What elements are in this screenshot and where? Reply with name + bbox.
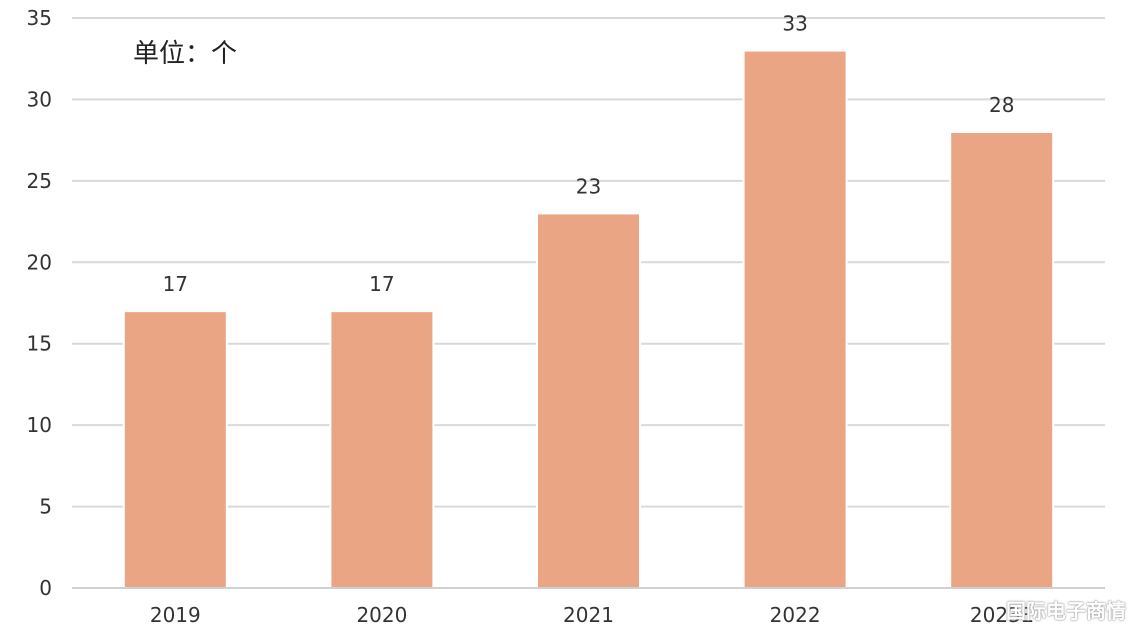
data-label: 17 — [369, 272, 394, 296]
data-label: 17 — [163, 272, 188, 296]
data-label: 23 — [576, 174, 601, 198]
bar-2019 — [122, 310, 228, 589]
data-labels: 17 17 23 33 28 — [163, 12, 1015, 297]
x-tick-label: 2019 — [150, 603, 201, 627]
x-tick-label: 2020 — [356, 603, 407, 627]
y-tick-label: 10 — [27, 413, 52, 437]
x-tick-label: 2022 — [770, 603, 821, 627]
y-tick-label: 25 — [27, 169, 52, 193]
data-label: 33 — [782, 12, 807, 36]
bar-2020 — [329, 310, 435, 589]
bar-2021 — [536, 212, 641, 590]
y-tick-label: 5 — [39, 495, 52, 519]
bar-2023E — [949, 131, 1055, 589]
y-tick-label: 20 — [27, 250, 52, 274]
y-tick-label: 15 — [27, 332, 52, 356]
watermark: 国际电子商情 — [1006, 599, 1126, 623]
data-label: 28 — [989, 93, 1014, 117]
y-tick-label: 0 — [39, 576, 52, 600]
x-tick-label: 2021 — [563, 603, 614, 627]
bars — [122, 49, 1055, 590]
bar-2022 — [742, 49, 848, 590]
y-tick-label: 30 — [27, 87, 52, 111]
unit-note: 单位：个 — [133, 39, 237, 69]
y-tick-label: 35 — [27, 6, 52, 30]
y-axis-ticks: 0 5 10 15 20 25 30 35 — [27, 6, 52, 600]
x-tick-label: 2023E — [970, 603, 1034, 627]
x-axis-ticks: 2019 2020 2021 2022 2023E — [150, 603, 1034, 627]
